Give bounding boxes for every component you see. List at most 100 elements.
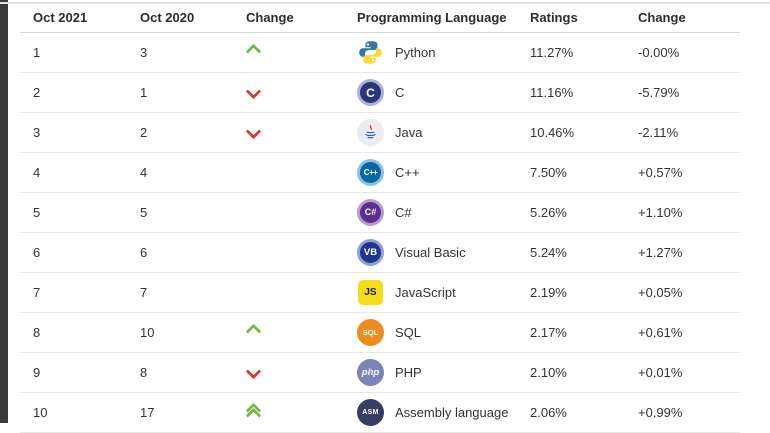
rank-current: 1 [20,32,140,73]
table-row: 5 5 C# C# 5.26% +1.10% [20,192,740,233]
ratings-value: 5.24% [530,232,638,273]
language-name: SQL [395,325,422,340]
rank-change-cell [245,392,357,433]
rank-change-cell [245,312,357,353]
language-cell: JS JavaScript [357,272,530,313]
table-row: 2 1 C C 11.16% -5.79% [20,72,740,113]
ratings-change-value: +0.57% [638,152,740,193]
table-row: 1 3 Python 11.27% -0.00% [20,32,740,73]
rank-change-cell [246,192,357,233]
ratings-value: 2.17% [530,312,638,353]
rank-change-cell [245,112,357,153]
ratings-change-value: +0.61% [638,312,740,353]
python-icon [357,39,384,66]
visual-basic-icon: VB [357,239,384,266]
ratings-change-value: +0.05% [638,272,740,313]
up-arrow-icon [245,323,262,340]
rank-change-cell [245,32,357,73]
rank-previous: 1 [140,72,246,113]
language-cell: Python [357,32,530,73]
ratings-change-value: -0.00% [638,32,740,73]
language-cell: C# C# [357,192,530,233]
php-icon: php [357,359,384,386]
rank-change-cell [246,272,357,313]
language-cell: C C [357,72,530,113]
language-name: C++ [395,165,420,180]
language-cell: php PHP [357,352,530,393]
rank-change-cell [245,72,357,113]
rank-previous: 3 [140,32,246,73]
header-ratings-change: Change [638,2,740,33]
rank-previous: 6 [140,232,246,273]
rank-previous: 10 [140,312,246,353]
ratings-value: 10.46% [530,112,638,153]
ratings-value: 2.06% [530,392,638,433]
assembly-icon: ASM [357,399,384,426]
rank-current: 5 [20,192,140,233]
down-arrow-icon [245,83,262,100]
window-left-edge [0,0,8,423]
ratings-value: 7.50% [530,152,638,193]
ratings-value: 11.16% [530,72,638,113]
table-row: 9 8 php PHP 2.10% +0.01% [20,352,740,393]
table-row: 7 7 JS JavaScript 2.19% +0.05% [20,272,740,313]
rank-current: 9 [20,352,140,393]
rank-current: 4 [20,152,140,193]
rank-previous: 2 [140,112,246,153]
language-name: JavaScript [395,285,456,300]
rank-current: 6 [20,232,140,273]
ratings-value: 2.19% [530,272,638,313]
language-cell: Java [357,112,530,153]
language-name: C# [395,205,412,220]
rank-previous: 17 [140,392,246,433]
rank-current: 8 [20,312,140,353]
javascript-icon: JS [358,280,383,305]
language-cell: SQL SQL [357,312,530,353]
language-name: Assembly language [395,405,509,420]
rank-current: 2 [20,72,140,113]
rank-previous: 7 [140,272,246,313]
cpp-icon: C++ [357,159,384,186]
rank-change-cell [245,352,357,393]
c-icon: C [357,79,384,106]
header-oct-2021: Oct 2021 [20,2,140,33]
sql-icon: SQL [357,319,384,346]
language-name: Python [395,45,436,60]
ratings-change-value: +0.99% [638,392,740,433]
table-row: 8 10 SQL SQL 2.17% +0.61% [20,312,740,353]
header-rank-change: Change [246,2,357,33]
header-ratings: Ratings [530,2,638,33]
language-name: PHP [395,365,422,380]
table-row: 6 6 VB Visual Basic 5.24% +1.27% [20,232,740,273]
down-arrow-icon [245,363,262,380]
language-name: Visual Basic [395,245,466,260]
ratings-change-value: +0.01% [638,352,740,393]
language-cell: C++ C++ [357,152,530,193]
rank-previous: 4 [140,152,246,193]
language-ranking-table: Oct 2021 Oct 2020 Change Programming Lan… [20,2,740,433]
ratings-value: 5.26% [530,192,638,233]
ratings-value: 11.27% [530,32,638,73]
java-icon [357,119,384,146]
table-row: 3 2 Java 10.46% -2.11% [20,112,740,153]
ratings-change-value: -5.79% [638,72,740,113]
csharp-icon: C# [357,199,384,226]
up-arrow-icon [245,43,262,60]
rank-change-cell [246,152,357,193]
header-programming-language: Programming Language [357,2,530,33]
table-row: 10 17 ASM Assembly language 2.06% +0.99% [20,392,740,433]
rank-previous: 8 [140,352,246,393]
language-cell: VB Visual Basic [357,232,530,273]
ratings-change-value: +1.10% [638,192,740,233]
ratings-change-value: -2.11% [638,112,740,153]
rank-previous: 5 [140,192,246,233]
rank-current: 3 [20,112,140,153]
table-body: 1 3 Python 11.27% -0.00% 2 1 C C 11.16% … [20,32,740,433]
language-name: C [395,85,405,100]
rank-change-cell [246,232,357,273]
ratings-value: 2.10% [530,352,638,393]
double-up-arrow-icon [245,402,262,424]
table-header: Oct 2021 Oct 2020 Change Programming Lan… [20,2,740,33]
ratings-change-value: +1.27% [638,232,740,273]
language-name: Java [395,125,423,140]
